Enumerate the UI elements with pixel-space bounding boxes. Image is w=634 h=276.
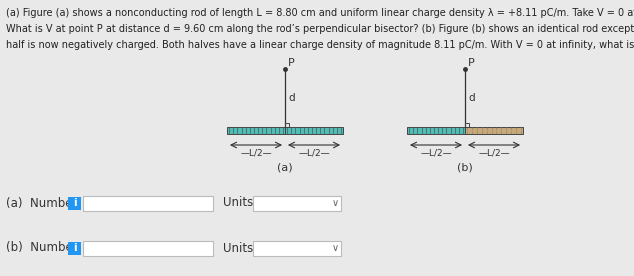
- Text: (b): (b): [457, 163, 473, 173]
- Text: (a): (a): [277, 163, 293, 173]
- Text: ∨: ∨: [332, 198, 339, 208]
- Text: (a)  Number: (a) Number: [6, 197, 77, 209]
- Bar: [285, 127, 343, 134]
- Text: (b)  Number: (b) Number: [6, 242, 78, 254]
- Bar: [407, 127, 465, 134]
- Text: —L/2—: —L/2—: [478, 148, 510, 157]
- Text: —L/2—: —L/2—: [420, 148, 452, 157]
- Bar: [465, 127, 523, 134]
- Text: What is V at point P at distance d = 9.60 cm along the rod’s perpendicular bisec: What is V at point P at distance d = 9.6…: [6, 24, 634, 34]
- Bar: [68, 197, 81, 209]
- Text: —L/2—: —L/2—: [298, 148, 330, 157]
- Bar: [83, 195, 213, 211]
- Bar: [253, 240, 341, 256]
- Bar: [83, 240, 213, 256]
- Text: half is now negatively charged. Both halves have a linear charge density of magn: half is now negatively charged. Both hal…: [6, 40, 634, 50]
- Bar: [227, 127, 285, 134]
- Text: Units: Units: [223, 242, 253, 254]
- Text: d: d: [288, 93, 295, 103]
- Bar: [285, 123, 289, 127]
- Text: Units: Units: [223, 197, 253, 209]
- Text: P: P: [468, 58, 475, 68]
- Bar: [253, 195, 341, 211]
- Text: d: d: [468, 93, 475, 103]
- Text: i: i: [73, 243, 76, 253]
- Text: P: P: [288, 58, 295, 68]
- Bar: [68, 242, 81, 254]
- Bar: [465, 123, 469, 127]
- Text: (a) Figure (a) shows a nonconducting rod of length L = 8.80 cm and uniform linea: (a) Figure (a) shows a nonconducting rod…: [6, 8, 634, 18]
- Text: i: i: [73, 198, 76, 208]
- Text: ∨: ∨: [332, 243, 339, 253]
- Text: —L/2—: —L/2—: [240, 148, 272, 157]
